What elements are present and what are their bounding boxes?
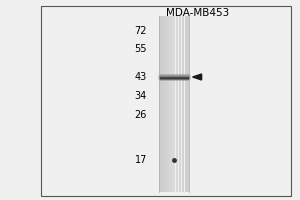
Bar: [169, 16, 170, 192]
Bar: [161, 16, 162, 192]
Bar: [177, 16, 178, 192]
Bar: [163, 16, 164, 192]
Bar: [188, 16, 189, 192]
Bar: [166, 16, 167, 192]
Bar: [182, 16, 183, 192]
Bar: [164, 16, 165, 192]
Bar: [172, 16, 173, 192]
Bar: [171, 16, 172, 192]
Bar: [168, 16, 169, 192]
Bar: [179, 16, 180, 192]
Bar: [175, 16, 176, 192]
Polygon shape: [193, 74, 202, 80]
Bar: [187, 16, 188, 192]
Bar: [40, 6, 291, 196]
Bar: [184, 16, 185, 192]
Bar: [186, 16, 187, 192]
Bar: [174, 16, 175, 192]
Text: MDA-MB453: MDA-MB453: [167, 8, 230, 18]
Bar: [169, 16, 170, 192]
Bar: [160, 16, 161, 192]
Bar: [180, 16, 181, 192]
Bar: [173, 16, 174, 192]
Text: 34: 34: [135, 91, 147, 101]
Text: 17: 17: [135, 155, 147, 165]
Bar: [185, 16, 186, 192]
Bar: [165, 16, 166, 192]
Bar: [162, 16, 163, 192]
Bar: [178, 16, 179, 192]
Bar: [183, 16, 184, 192]
Bar: [159, 16, 160, 192]
Bar: [181, 16, 182, 192]
Text: 26: 26: [135, 110, 147, 120]
Text: 55: 55: [134, 44, 147, 54]
Bar: [170, 16, 171, 192]
Bar: [167, 16, 168, 192]
Text: 72: 72: [134, 26, 147, 36]
Bar: [176, 16, 177, 192]
Text: 43: 43: [135, 72, 147, 82]
